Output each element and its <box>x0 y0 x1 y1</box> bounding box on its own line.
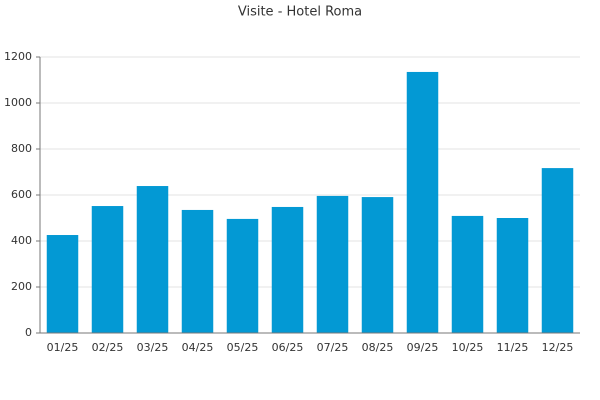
x-tick-label: 12/25 <box>542 341 574 354</box>
bar <box>136 186 169 333</box>
y-tick-label: 1000 <box>4 96 32 109</box>
bar <box>451 215 484 333</box>
x-tick-label: 09/25 <box>407 341 439 354</box>
x-tick-label: 07/25 <box>317 341 349 354</box>
bar <box>541 168 574 333</box>
x-tick-label: 03/25 <box>137 341 169 354</box>
bar <box>496 218 529 333</box>
bar <box>361 197 394 333</box>
bar <box>316 195 349 333</box>
x-tick-label: 05/25 <box>227 341 259 354</box>
y-tick-label: 200 <box>11 280 32 293</box>
y-tick-label: 0 <box>25 326 32 339</box>
bar <box>181 209 214 333</box>
bar <box>46 235 79 333</box>
x-tick-label: 08/25 <box>362 341 394 354</box>
bar <box>271 206 304 333</box>
bar <box>406 71 439 333</box>
x-tick-label: 06/25 <box>272 341 304 354</box>
bar <box>226 218 259 333</box>
x-tick-label: 10/25 <box>452 341 484 354</box>
y-tick-label: 600 <box>11 188 32 201</box>
x-tick-label: 04/25 <box>182 341 214 354</box>
chart-title: Visite - Hotel Roma <box>238 5 362 20</box>
x-tick-label: 11/25 <box>497 341 529 354</box>
y-tick-label: 1200 <box>4 50 32 63</box>
y-tick-label: 800 <box>11 142 32 155</box>
x-tick-label: 01/25 <box>47 341 79 354</box>
bar <box>91 206 124 333</box>
x-tick-label: 02/25 <box>92 341 124 354</box>
y-tick-label: 400 <box>11 234 32 247</box>
